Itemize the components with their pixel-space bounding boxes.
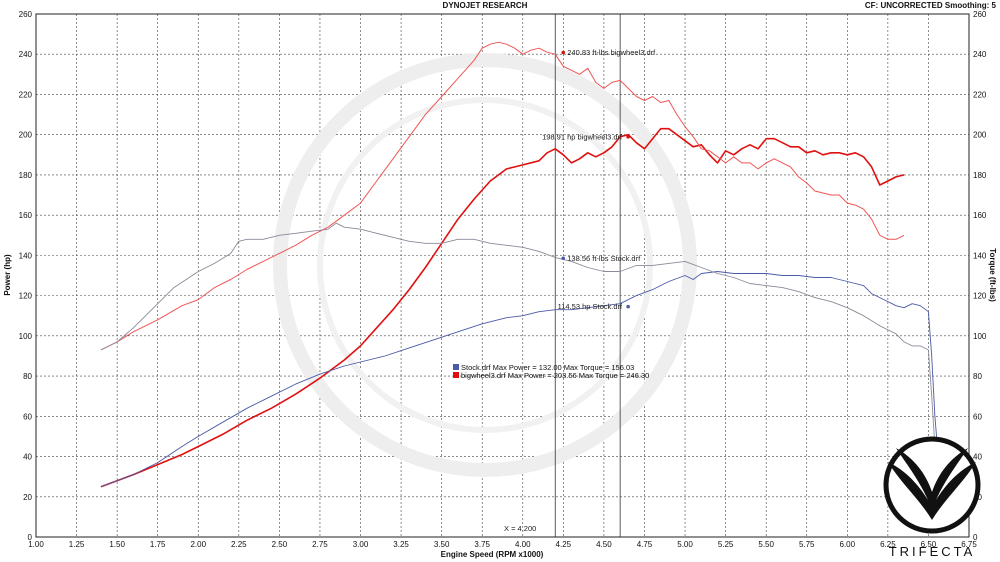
x-tick-label: 2.75: [312, 540, 328, 549]
y-tick-label-right: 120: [973, 292, 987, 301]
header-title: DYNOJET RESEARCH: [443, 1, 528, 10]
trifecta-logo: TRIFECTA: [883, 436, 981, 559]
x-tick-label: 4.00: [515, 540, 531, 549]
x-tick-label: 1.75: [150, 540, 166, 549]
annotation-marker: [626, 304, 630, 309]
grid: [35, 13, 970, 538]
y-tick-label-left: 140: [19, 251, 33, 260]
legend-swatch-bigwheel: [453, 372, 459, 378]
y-tick-label-right: 140: [973, 251, 987, 260]
y-tick-label-left: 0: [28, 533, 33, 542]
y-tick-label-right: 100: [973, 332, 987, 341]
y-tick-label-left: 240: [19, 50, 33, 59]
x-tick-label: 3.50: [434, 540, 450, 549]
y-tick-label-right: 80: [973, 372, 982, 381]
x-tick-label: 2.50: [272, 540, 288, 549]
annotation-marker: [561, 50, 566, 55]
y-tick-label-left: 100: [19, 332, 33, 341]
y-tick-label-left: 80: [23, 372, 32, 381]
legend-entry-stock: Stock.drf Max Power = 132.00 Max Torque …: [461, 363, 634, 372]
legend: Stock.drf Max Power = 132.00 Max Torque …: [453, 363, 649, 380]
annotation-label: 138.56 ft-lbs Stock.drf: [567, 254, 641, 263]
x-tick-label: 4.50: [596, 540, 612, 549]
x-tick-label: 3.00: [353, 540, 369, 549]
x-tick-label: 4.75: [637, 540, 653, 549]
y-tick-label-left: 120: [19, 292, 33, 301]
y-tick-label-left: 60: [23, 412, 32, 421]
y-axis-label-right: Torque (ft-lbs): [988, 248, 997, 302]
x-tick-label: 5.00: [677, 540, 693, 549]
x-tick-label: 3.25: [393, 540, 409, 549]
annotation-label: 240.83 ft-lbs bigwheel3.drf: [567, 48, 656, 57]
y-tick-label-left: 260: [19, 10, 33, 19]
x-tick-label: 3.75: [474, 540, 490, 549]
y-tick-label-right: 160: [973, 211, 987, 220]
annotation-marker: [626, 135, 630, 139]
series-line-bigwheel3-torque: [100, 41, 905, 351]
y-tick-label-left: 200: [19, 131, 33, 140]
x-tick-label: 4.25: [556, 540, 572, 549]
y-tick-label-right: 60: [973, 412, 982, 421]
cursor-label: X = 4.200: [504, 524, 536, 533]
annotation-marker: [561, 256, 566, 261]
annotation-label: 198.91 hp bigwheel3.drf: [542, 132, 623, 141]
series-line-stock-torque: [100, 222, 941, 501]
x-tick-label: 2.25: [231, 540, 247, 549]
header-settings: CF: UNCORRECTED Smoothing: 5: [865, 1, 997, 10]
x-tick-label: 6.00: [840, 540, 856, 549]
x-tick-label: 1.50: [109, 540, 125, 549]
logo-wordmark: TRIFECTA: [889, 544, 976, 559]
annotation-label: 114.53 hp Stock.drf: [558, 302, 623, 311]
x-tick-label: 6.25: [880, 540, 896, 549]
plot-frame: [35, 13, 970, 538]
y-tick-label-right: 0: [973, 533, 978, 542]
x-tick-label: 5.50: [758, 540, 774, 549]
tick-labels: 1.00 1.25 1.50 1.75 2.00 2.25 2.50 2.75 3.00 3.25…: [19, 10, 987, 549]
series-lines: [100, 41, 941, 501]
watermark: [273, 53, 697, 477]
x-tick-label: 2.00: [190, 540, 206, 549]
y-tick-label-right: 240: [973, 50, 987, 59]
annotations: 240.83 ft-lbs bigwheel3.drf 198.91 hp big…: [542, 48, 656, 311]
x-tick-label: 5.25: [718, 540, 734, 549]
series-line-stock-power: [100, 271, 941, 497]
x-tick-label: 6.50: [921, 540, 937, 549]
cursors: [554, 14, 621, 537]
logo-wings-icon: [888, 448, 976, 520]
y-tick-label-right: 40: [973, 453, 982, 462]
legend-entry-bigwheel: bigwheel3.drf Max Power = 203.56 Max Tor…: [461, 371, 649, 380]
y-tick-label-left: 20: [23, 493, 32, 502]
y-tick-label-right: 220: [973, 90, 987, 99]
x-tick-label: 5.75: [799, 540, 815, 549]
series-line-bigwheel3-power: [100, 127, 905, 488]
y-tick-label-right: 200: [973, 131, 987, 140]
y-tick-label-left: 220: [19, 90, 33, 99]
y-axis-label-left: Power (hp): [3, 254, 12, 296]
y-tick-label-right: 180: [973, 171, 987, 180]
y-tick-label-right: 260: [973, 10, 987, 19]
x-tick-label: 1.00: [28, 540, 44, 549]
y-tick-label-left: 180: [19, 171, 33, 180]
legend-swatch-stock: [453, 364, 459, 370]
y-tick-label-left: 160: [19, 211, 33, 220]
x-axis-label: Engine Speed (RPM x1000): [441, 550, 544, 559]
x-tick-label: 1.25: [69, 540, 85, 549]
y-tick-label-left: 40: [23, 453, 32, 462]
x-tick-label: 6.75: [961, 540, 977, 549]
